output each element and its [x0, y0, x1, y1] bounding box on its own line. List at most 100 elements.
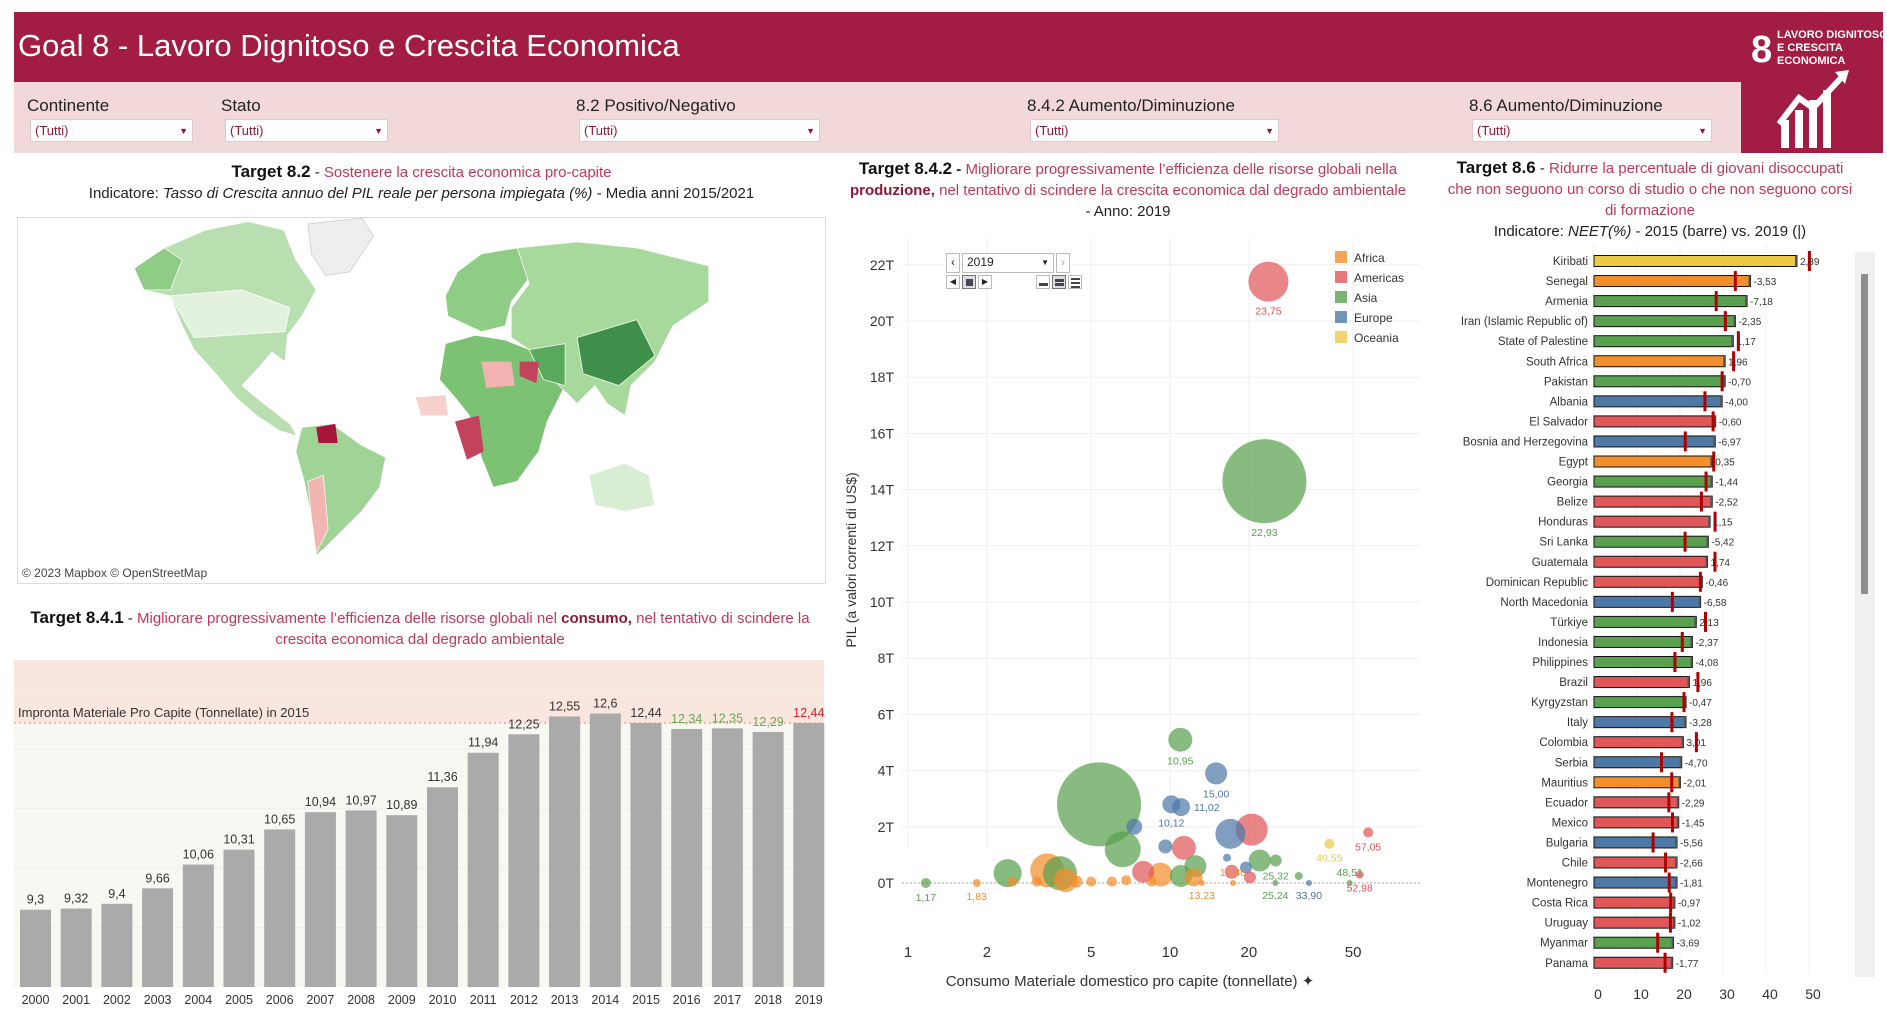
x-tick-label: 2011	[470, 993, 497, 1007]
bar-end	[1678, 776, 1681, 788]
dropdown-value: (Tutti)	[584, 123, 618, 138]
filter-continente-dropdown[interactable]: (Tutti) ▼	[30, 119, 193, 142]
marker-2019	[1703, 611, 1707, 632]
country-label: Ecuador	[1545, 797, 1588, 809]
marker-2019	[1694, 732, 1698, 753]
bar-2015	[1593, 736, 1684, 749]
bar-2010	[427, 787, 458, 987]
bar-2004	[182, 864, 214, 987]
bar-end	[1720, 395, 1723, 407]
change-label: -5,42	[1711, 538, 1734, 549]
filter-label-8-2: 8.2 Positivo/Negativo	[576, 96, 736, 115]
data-label: 11,36	[427, 770, 457, 784]
neet-scrollbar-thumb[interactable]	[1861, 274, 1868, 594]
bubble-americas	[1224, 864, 1239, 879]
country-label: Pakistan	[1544, 376, 1588, 388]
stop-button[interactable]	[962, 275, 976, 289]
bubble-label: 1,83	[967, 891, 988, 903]
bubble-label: 33,90	[1296, 890, 1322, 902]
bubble-europe	[1222, 853, 1231, 862]
marker-2019	[1723, 311, 1727, 332]
y-tick-label: 6T	[878, 706, 895, 722]
year-value: 2019	[967, 255, 994, 269]
y-tick-label: 16T	[870, 425, 895, 441]
next-year-button[interactable]: ›	[1056, 253, 1070, 273]
change-label: -2,37	[1695, 638, 1718, 649]
bar-end	[1672, 917, 1675, 929]
bar-2015	[1593, 355, 1726, 368]
country-label: Brazil	[1559, 677, 1588, 689]
year-player: ‹ 2019 ▼ ›	[946, 253, 1070, 273]
y-tick-label: 22T	[870, 257, 895, 273]
bar-end	[1705, 556, 1708, 568]
bubble-label: 40,55	[1316, 853, 1342, 865]
dashboard-header	[14, 12, 1741, 82]
change-label: -7,18	[1750, 297, 1773, 308]
bubble-label: 48,51	[1337, 867, 1363, 879]
x-tick-label: 2010	[429, 993, 457, 1007]
country-label: Belize	[1557, 497, 1588, 509]
bar-2015	[1593, 275, 1752, 288]
bar-2015	[1593, 555, 1709, 568]
country-label: Bosnia and Herzegovina	[1463, 436, 1589, 448]
x-tick-label: 30	[1719, 986, 1735, 1002]
change-label: 2,89	[1800, 257, 1820, 268]
change-label: 2,13	[1699, 618, 1719, 629]
bar-end	[1713, 415, 1716, 427]
bar-2017	[711, 728, 743, 987]
bubble-americas	[1132, 860, 1155, 883]
legend-label: Oceania	[1354, 331, 1399, 345]
below-reference-band	[14, 723, 824, 987]
filter-8-6-dropdown[interactable]: (Tutti) ▼	[1472, 119, 1712, 142]
world-map[interactable]	[17, 217, 826, 584]
data-label: 11,94	[468, 736, 498, 750]
play-forward-button[interactable]: ▶	[978, 275, 992, 289]
change-label: 1,17	[1736, 337, 1756, 348]
x-tick-label: 2008	[347, 993, 375, 1007]
bar-end	[1690, 636, 1693, 648]
speed-fast-button[interactable]	[1068, 275, 1082, 289]
marker-2019	[1670, 812, 1674, 833]
bar-end	[1710, 476, 1713, 488]
bubble-africa	[1121, 875, 1132, 886]
reference-label: Impronta Materiale Pro Capite (Tonnellat…	[18, 705, 309, 720]
x-tick-label: 2013	[551, 993, 579, 1007]
filter-8-4-2-dropdown[interactable]: (Tutti) ▼	[1030, 119, 1279, 142]
change-label: 3,01	[1686, 738, 1706, 749]
bubble-europe	[1205, 762, 1228, 785]
neet-bar-chart: 0 10 20 30 40 50 Kiribati 2,89 Senegal -3,53 Armen…	[1461, 245, 1821, 1002]
change-label: -1,45	[1682, 818, 1705, 829]
y-tick-label: 8T	[878, 650, 895, 666]
marker-2019	[1683, 531, 1687, 552]
chevron-down-icon: ▼	[1698, 125, 1707, 136]
neet-scrollbar-track[interactable]	[1855, 252, 1875, 977]
target-8-6-title: Target 8.6 - Ridurre la percentuale di g…	[1447, 158, 1853, 240]
x-tick-label: 10	[1162, 944, 1179, 961]
x-tick-label: 2004	[184, 993, 212, 1007]
marker-2019	[1732, 351, 1736, 372]
speed-slow-button[interactable]	[1036, 275, 1050, 289]
change-label: -5,56	[1680, 838, 1703, 849]
prev-year-button[interactable]: ‹	[946, 253, 960, 273]
change-label: -3,28	[1689, 718, 1712, 729]
bar-end	[1733, 315, 1736, 327]
change-label: -4,00	[1725, 397, 1748, 408]
data-label: 12,34	[671, 712, 702, 726]
bar-2015	[1593, 455, 1713, 468]
year-dropdown[interactable]: 2019 ▼	[962, 253, 1054, 273]
bar-2015	[1593, 315, 1736, 328]
bar-2015	[1593, 796, 1680, 809]
country-label: Armenia	[1545, 296, 1588, 308]
filter-stato-dropdown[interactable]: (Tutti) ▼	[225, 119, 388, 142]
speed-medium-button[interactable]	[1052, 275, 1066, 289]
y-tick-label: 2T	[878, 819, 895, 835]
country-label: Chile	[1562, 858, 1588, 870]
target-8-4-2-title: Target 8.4.2 - Migliorare progressivamen…	[849, 159, 1407, 220]
marker-2019	[1696, 672, 1700, 693]
bar-2015	[1593, 615, 1697, 628]
change-label: -2,35	[1738, 317, 1761, 328]
filter-8-2-dropdown[interactable]: (Tutti) ▼	[579, 119, 820, 142]
play-backward-button[interactable]: ◀	[946, 275, 960, 289]
x-tick-label: 10	[1633, 986, 1649, 1002]
bar-2015	[1593, 656, 1693, 668]
